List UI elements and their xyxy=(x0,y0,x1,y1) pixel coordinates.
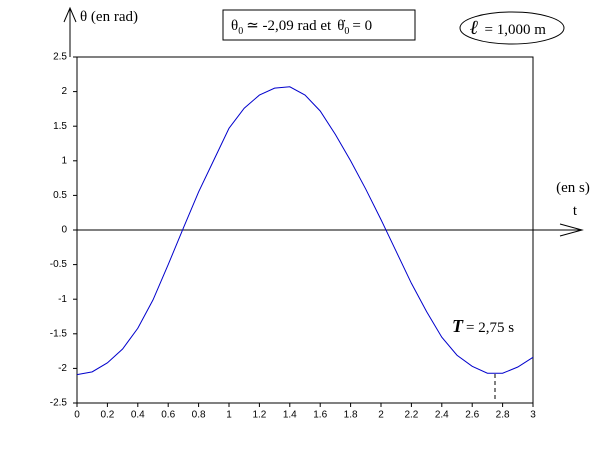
x-tick-label: 2.8 xyxy=(496,410,510,421)
value-text: ≃ -2,09 rad et xyxy=(246,18,332,34)
x-tick-label: 1.8 xyxy=(344,410,358,421)
arrow-head xyxy=(559,223,584,237)
x-axis-label: t xyxy=(573,203,578,219)
y-axis-label: θ (en rad) xyxy=(80,9,138,25)
x-tick-label: 2.2 xyxy=(404,410,418,421)
y-tick-label: 1.5 xyxy=(53,121,67,132)
y-tick-label: 0.5 xyxy=(53,190,67,201)
x-tick-label: 0.4 xyxy=(131,410,145,421)
y-tick-label: -1 xyxy=(58,294,67,305)
x-tick-label: 0.6 xyxy=(161,410,175,421)
x-axis-unit: (en s) xyxy=(556,180,590,196)
y-tick-label: 0 xyxy=(61,225,67,236)
y-tick-label: -2 xyxy=(58,363,67,374)
conditions-box xyxy=(222,9,416,41)
subscript: 0 xyxy=(238,26,243,37)
y-tick-label: -2.5 xyxy=(50,398,68,409)
subscript: 0 xyxy=(344,26,349,37)
x-tick-label: 0 xyxy=(74,410,80,421)
x-tick-label: 1 xyxy=(226,410,232,421)
x-tick-label: 0.2 xyxy=(100,410,114,421)
theta-dot: θ̇ xyxy=(337,18,345,34)
line-series xyxy=(76,86,534,376)
x-tick-label: 1.4 xyxy=(283,410,297,421)
y-tick-label: 2 xyxy=(61,86,67,97)
x-tick-label: 3 xyxy=(530,410,536,421)
x-tick-label: 1.2 xyxy=(252,410,266,421)
length-value: = 1,000 m xyxy=(485,22,547,38)
length-text: ℓ = 1,000 m xyxy=(470,17,546,39)
ell: ℓ xyxy=(470,17,479,39)
length-ellipse xyxy=(459,11,565,45)
theta: θ xyxy=(231,18,238,34)
x-tick-label: 2 xyxy=(378,410,384,421)
arrow-head xyxy=(63,6,77,23)
value-text: = 0 xyxy=(352,18,372,34)
period-value: = 2,75 s xyxy=(466,320,514,336)
x-tick-label: 2.6 xyxy=(465,410,479,421)
y-tick-label: 1 xyxy=(61,155,67,166)
x-tick-label: 1.6 xyxy=(313,410,327,421)
y-tick-label: -1.5 xyxy=(50,328,68,339)
tau: T xyxy=(452,316,464,336)
x-tick-label: 2.4 xyxy=(435,410,449,421)
y-tick-label: 2.5 xyxy=(53,52,67,63)
period-text: T = 2,75 s xyxy=(452,316,514,336)
x-tick-label: 0.8 xyxy=(192,410,206,421)
y-tick-label: -0.5 xyxy=(50,259,68,270)
initial-conditions: θ0 ≃ -2,09 rad et θ̇0 = 0 xyxy=(231,18,372,37)
